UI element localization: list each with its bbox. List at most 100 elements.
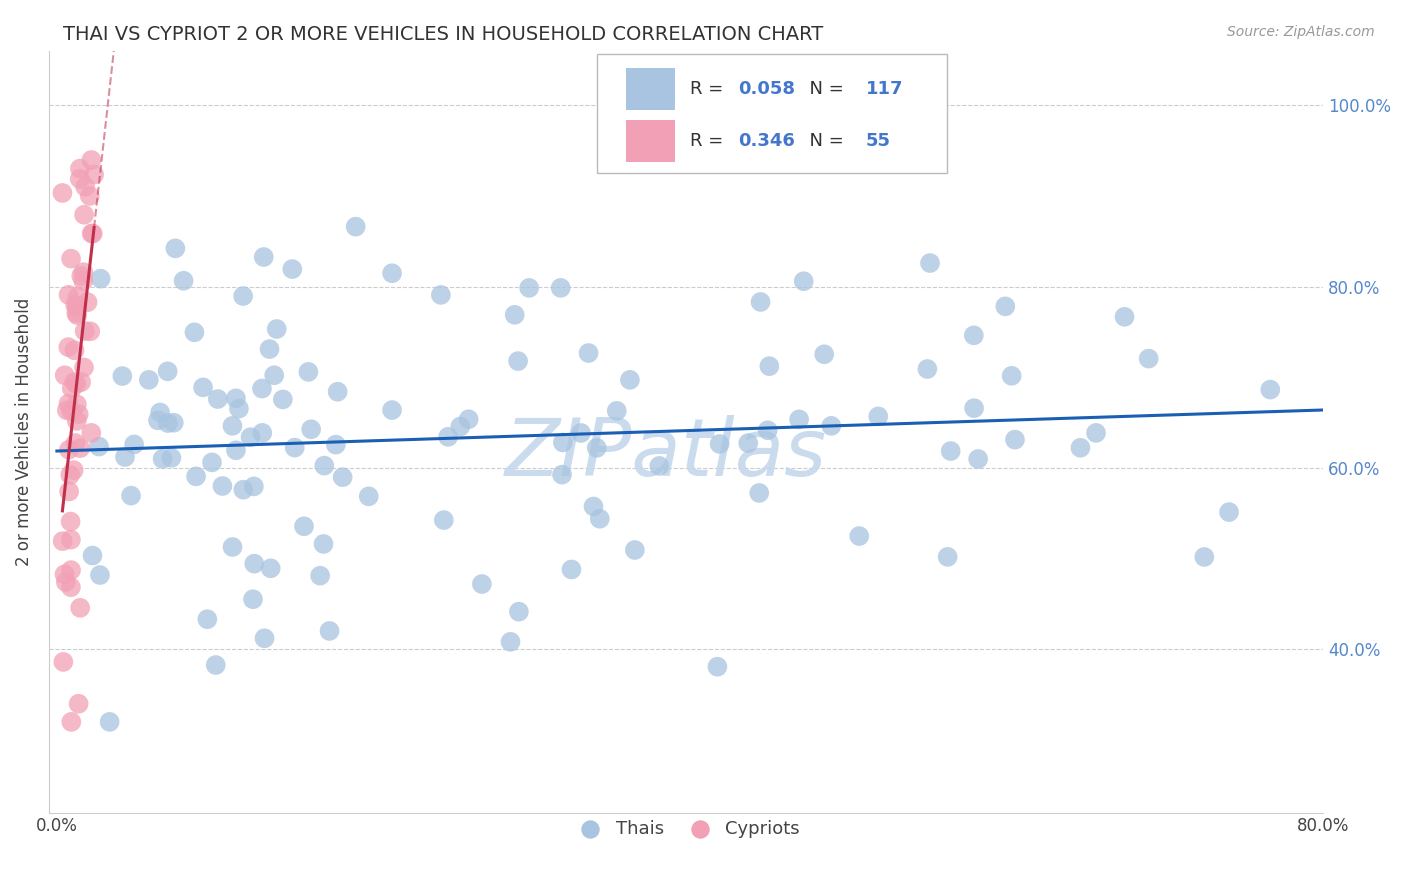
Text: ZIPatlas: ZIPatlas	[505, 416, 827, 493]
Point	[813, 347, 835, 361]
Point	[66, 397, 89, 411]
Point	[433, 513, 456, 527]
Point	[437, 430, 460, 444]
Point	[430, 288, 453, 302]
Point	[619, 373, 641, 387]
Point	[749, 294, 772, 309]
Point	[60, 252, 83, 266]
Point	[165, 241, 187, 255]
Point	[868, 409, 890, 424]
Point	[848, 529, 870, 543]
Point	[56, 403, 79, 417]
Point	[748, 486, 770, 500]
Point	[266, 322, 288, 336]
Point	[793, 274, 815, 288]
Point	[160, 450, 183, 465]
Point	[52, 655, 75, 669]
Point	[1194, 549, 1216, 564]
Point	[67, 697, 90, 711]
Point	[82, 227, 104, 241]
Point	[80, 153, 103, 167]
FancyBboxPatch shape	[598, 54, 948, 172]
Point	[569, 425, 592, 440]
Point	[52, 534, 75, 549]
Point	[1004, 433, 1026, 447]
Point	[259, 342, 281, 356]
Point	[706, 659, 728, 673]
Point	[271, 392, 294, 407]
Point	[201, 455, 224, 469]
Point	[344, 219, 367, 234]
Point	[1069, 441, 1091, 455]
Point	[758, 359, 780, 373]
Point	[1114, 310, 1136, 324]
Point	[939, 444, 962, 458]
Point	[66, 301, 89, 315]
Text: THAI VS CYPRIOT 2 OR MORE VEHICLES IN HOUSEHOLD CORRELATION CHART: THAI VS CYPRIOT 2 OR MORE VEHICLES IN HO…	[63, 25, 824, 44]
Point	[152, 451, 174, 466]
Point	[58, 397, 80, 411]
Point	[242, 592, 264, 607]
Point	[1001, 368, 1024, 383]
Point	[243, 557, 266, 571]
Point	[1218, 505, 1240, 519]
Point	[80, 425, 103, 440]
Point	[1258, 383, 1281, 397]
Point	[73, 324, 96, 338]
Point	[221, 540, 243, 554]
Point	[67, 407, 90, 421]
Point	[917, 362, 939, 376]
Point	[936, 549, 959, 564]
Point	[69, 441, 91, 455]
Legend: Thais, Cypriots: Thais, Cypriots	[565, 813, 807, 846]
Point	[560, 562, 582, 576]
Point	[156, 364, 179, 378]
Point	[191, 380, 214, 394]
Point	[70, 375, 93, 389]
Point	[648, 458, 671, 473]
Y-axis label: 2 or more Vehicles in Household: 2 or more Vehicles in Household	[15, 298, 32, 566]
Point	[503, 308, 526, 322]
Point	[82, 549, 104, 563]
Point	[58, 340, 80, 354]
Point	[204, 658, 226, 673]
Point	[60, 382, 83, 396]
Point	[66, 414, 89, 428]
Point	[551, 435, 574, 450]
Point	[76, 295, 98, 310]
Point	[149, 405, 172, 419]
Point	[53, 567, 76, 582]
Point	[253, 632, 276, 646]
Bar	[626, 120, 675, 162]
Point	[111, 369, 134, 384]
Point	[173, 274, 195, 288]
Point	[114, 450, 136, 464]
Point	[332, 470, 354, 484]
Point	[60, 714, 83, 729]
Point	[156, 416, 179, 430]
Point	[517, 281, 540, 295]
Point	[312, 537, 335, 551]
Point	[737, 436, 759, 450]
Point	[63, 375, 86, 389]
Point	[326, 384, 349, 399]
Point	[292, 519, 315, 533]
Text: 0.346: 0.346	[738, 132, 796, 150]
Point	[994, 299, 1017, 313]
Bar	[626, 69, 675, 111]
Point	[184, 469, 207, 483]
Point	[243, 479, 266, 493]
Point	[624, 543, 647, 558]
Text: N =: N =	[799, 132, 849, 150]
Point	[58, 442, 80, 457]
Point	[89, 568, 111, 582]
Point	[820, 418, 842, 433]
Point	[499, 635, 522, 649]
Point	[163, 416, 186, 430]
Point	[79, 324, 101, 338]
Text: 0.058: 0.058	[738, 80, 796, 98]
Text: Source: ZipAtlas.com: Source: ZipAtlas.com	[1227, 25, 1375, 39]
Point	[65, 376, 87, 391]
Point	[55, 575, 77, 590]
Point	[471, 577, 494, 591]
